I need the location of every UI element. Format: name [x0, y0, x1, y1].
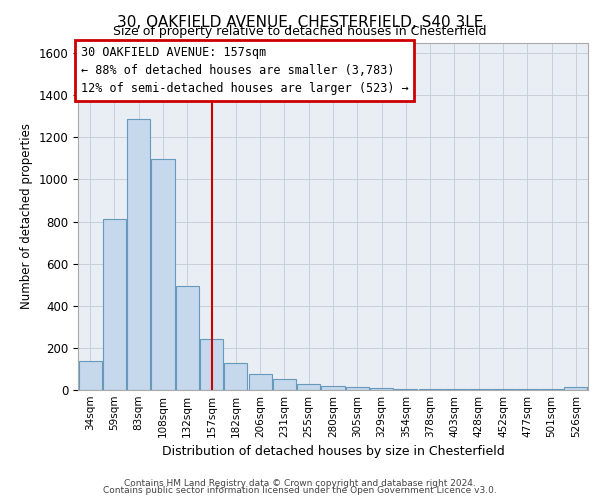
Bar	[200, 340, 223, 390]
Bar	[151, 160, 175, 390]
Bar	[565, 387, 587, 390]
Bar	[224, 362, 247, 390]
Text: Size of property relative to detached houses in Chesterfield: Size of property relative to detached ho…	[113, 25, 487, 38]
Bar	[176, 286, 199, 390]
X-axis label: Distribution of detached houses by size in Chesterfield: Distribution of detached houses by size …	[161, 446, 505, 458]
Bar	[103, 220, 126, 390]
Bar	[297, 384, 320, 390]
Y-axis label: Number of detached properties: Number of detached properties	[20, 123, 33, 309]
Bar	[370, 388, 393, 390]
Text: Contains public sector information licensed under the Open Government Licence v3: Contains public sector information licen…	[103, 486, 497, 495]
Bar	[394, 389, 418, 390]
Bar	[273, 380, 296, 390]
Text: 30 OAKFIELD AVENUE: 157sqm
← 88% of detached houses are smaller (3,783)
12% of s: 30 OAKFIELD AVENUE: 157sqm ← 88% of deta…	[80, 46, 409, 95]
Text: 30, OAKFIELD AVENUE, CHESTERFIELD, S40 3LE: 30, OAKFIELD AVENUE, CHESTERFIELD, S40 3…	[117, 15, 483, 30]
Bar	[346, 387, 369, 390]
Bar	[248, 374, 272, 390]
Bar	[322, 386, 344, 390]
Bar	[79, 360, 101, 390]
Text: Contains HM Land Registry data © Crown copyright and database right 2024.: Contains HM Land Registry data © Crown c…	[124, 478, 476, 488]
Bar	[127, 120, 150, 390]
